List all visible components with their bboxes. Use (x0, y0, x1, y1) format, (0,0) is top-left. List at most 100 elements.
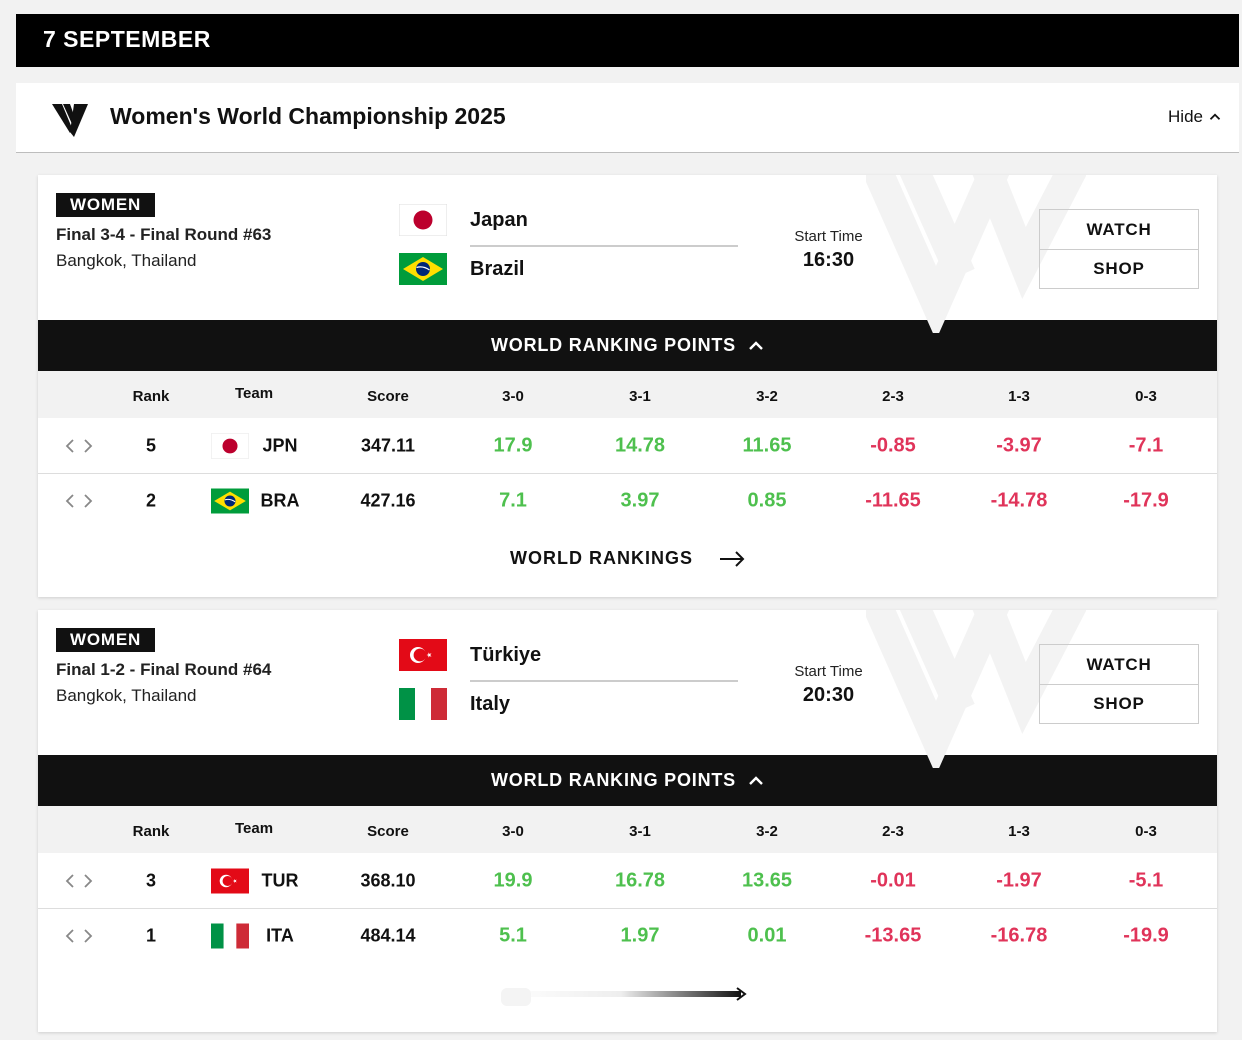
competition-title: Women's World Championship 2025 (110, 103, 506, 129)
match-round: Final 1-2 - Final Round #64 (56, 660, 272, 679)
hide-label: Hide (1168, 107, 1203, 126)
points-3-2: 0.01 (747, 924, 787, 947)
points-1-3: -3.97 (996, 434, 1042, 456)
points-1-3: -16.78 (990, 924, 1048, 947)
points-3-1: 3.97 (620, 489, 660, 512)
col-team: Team (234, 385, 274, 402)
score-value: 368.10 (360, 870, 416, 890)
brazil-flag-icon (211, 489, 249, 514)
table-row: 5 JPN 347.11 17.9 14.78 11.65 -0.85 -3.9… (38, 418, 1217, 473)
points-1-3: -1.97 (996, 869, 1042, 891)
col-rank: Rank (132, 823, 170, 840)
score-value: 427.16 (360, 490, 416, 511)
col-2-3: 2-3 (882, 388, 904, 405)
match-info: WOMEN Final 3-4 - Final Round #63 Bangko… (38, 175, 1217, 320)
col-score: Score (367, 823, 409, 840)
points-0-3: -17.9 (1123, 489, 1169, 512)
points-3-1: 16.78 (614, 869, 666, 891)
points-1-3: -14.78 (990, 489, 1048, 512)
expand-arrows-icon[interactable] (65, 438, 93, 454)
expand-arrows-icon[interactable] (65, 873, 93, 889)
home-team[interactable]: Türkiye (399, 639, 541, 671)
points-2-3: -13.65 (864, 924, 922, 947)
world-ranking-points-toggle[interactable]: WORLD RANKING POINTS (38, 320, 1217, 371)
table-row: 2 BRA 427.16 7.1 3.97 0.85 -11.65 -14.78… (38, 473, 1217, 528)
table-row: 3 TUR 368.10 19.9 16.78 13.65 -0.01 -1.9… (38, 853, 1217, 908)
points-3-0: 17.9 (493, 434, 533, 456)
match-round: Final 3-4 - Final Round #63 (56, 225, 272, 244)
expand-arrows-icon[interactable] (65, 928, 93, 944)
watch-button[interactable]: WATCH (1086, 219, 1152, 239)
world-ranking-points-toggle[interactable]: WORLD RANKING POINTS (38, 755, 1217, 806)
col-3-2: 3-2 (756, 823, 778, 840)
match-venue: Bangkok, Thailand (56, 686, 197, 705)
col-3-0: 3-0 (502, 823, 524, 840)
wrp-label: WORLD RANKING POINTS (491, 335, 736, 355)
volleyball-world-logo-icon (52, 104, 88, 137)
watch-button[interactable]: WATCH (1086, 654, 1152, 674)
points-2-3: -0.85 (870, 434, 916, 456)
points-3-2: 11.65 (742, 434, 792, 456)
match-info: WOMEN Final 1-2 - Final Round #64 Bangko… (38, 610, 1217, 755)
score-value: 347.11 (360, 435, 416, 455)
world-rankings-link-loading[interactable] (38, 963, 1217, 1024)
col-2-3: 2-3 (882, 823, 904, 840)
away-team[interactable]: Brazil (399, 253, 524, 285)
match-card: WOMEN Final 1-2 - Final Round #64 Bangko… (38, 610, 1217, 1032)
japan-flag-icon (211, 433, 249, 458)
hide-toggle[interactable]: Hide (1168, 107, 1221, 127)
points-3-1: 14.78 (614, 434, 666, 456)
team-code: TUR (261, 870, 299, 890)
world-rankings-label: WORLD RANKINGS (510, 548, 693, 568)
team-code: ITA (266, 925, 294, 946)
points-3-0: 7.1 (499, 489, 527, 512)
japan-flag-icon (399, 204, 447, 236)
ranking-points-table: Rank Team Score 3-0 3-1 3-2 2-3 1-3 0-3 … (38, 371, 1217, 589)
col-3-1: 3-1 (629, 823, 651, 840)
score-value: 484.14 (360, 925, 416, 946)
rank-value: 1 (145, 925, 157, 946)
shop-button[interactable]: SHOP (1040, 684, 1198, 723)
start-time: 20:30 (802, 684, 855, 706)
shop-button[interactable]: SHOP (1040, 249, 1198, 288)
points-0-3: -7.1 (1128, 434, 1164, 456)
points-3-0: 19.9 (493, 869, 533, 891)
points-3-2: 0.85 (747, 489, 787, 512)
points-2-3: -11.65 (865, 489, 921, 512)
col-0-3: 0-3 (1135, 388, 1157, 405)
team-name: Japan (470, 208, 528, 231)
table-row: 1 ITA 484.14 5.1 1.97 0.01 -13.65 -16.78… (38, 908, 1217, 963)
gender-badge: WOMEN (56, 628, 156, 652)
italy-flag-icon (211, 924, 249, 949)
wrp-label: WORLD RANKING POINTS (491, 770, 736, 790)
expand-arrows-icon[interactable] (65, 493, 93, 509)
action-buttons: WATCH SHOP (1039, 209, 1199, 289)
rank-value: 5 (145, 435, 157, 455)
col-0-3: 0-3 (1135, 823, 1157, 840)
points-0-3: -19.9 (1123, 924, 1169, 947)
col-1-3: 1-3 (1008, 823, 1030, 840)
points-3-1: 1.97 (620, 924, 660, 947)
match-card: WOMEN Final 3-4 - Final Round #63 Bangko… (38, 175, 1217, 597)
start-time-label: Start Time (794, 228, 863, 245)
away-team[interactable]: Italy (399, 688, 510, 720)
col-team: Team (234, 820, 274, 837)
table-header: Rank Team Score 3-0 3-1 3-2 2-3 1-3 0-3 (38, 806, 1217, 853)
world-rankings-link[interactable]: WORLD RANKINGS (38, 528, 1217, 589)
date-header-text: 7 SEPTEMBER (43, 26, 211, 52)
team-divider (470, 245, 738, 247)
rank-value: 3 (145, 870, 157, 890)
ranking-points-table: Rank Team Score 3-0 3-1 3-2 2-3 1-3 0-3 … (38, 806, 1217, 1024)
points-3-0: 5.1 (499, 924, 527, 947)
chevron-up-icon (1209, 113, 1221, 121)
home-team[interactable]: Japan (399, 204, 528, 236)
team-name: Italy (470, 692, 511, 715)
competition-header: Women's World Championship 2025 Hide (16, 83, 1239, 153)
points-3-2: 13.65 (741, 869, 793, 891)
team-code: BRA (260, 490, 300, 511)
arrow-right-icon (720, 550, 745, 567)
col-1-3: 1-3 (1008, 388, 1030, 405)
date-header: 7 SEPTEMBER (16, 14, 1239, 67)
chevron-up-icon (748, 776, 764, 786)
col-rank: Rank (132, 388, 170, 405)
